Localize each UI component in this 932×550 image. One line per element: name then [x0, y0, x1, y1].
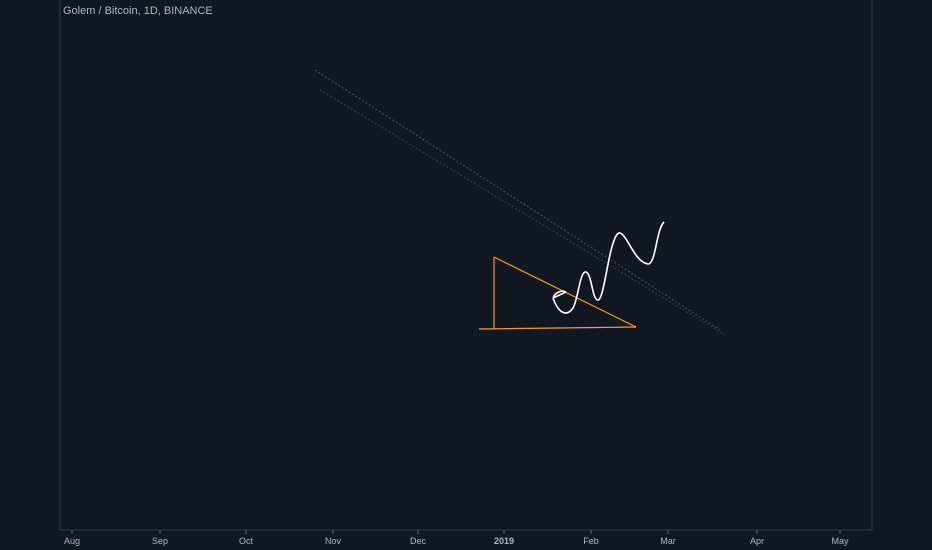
x-tick-label: Mar [660, 536, 676, 546]
x-tick-label: Dec [410, 536, 427, 546]
drawing-layer[interactable] [314, 69, 726, 336]
x-tick-label: Feb [583, 536, 599, 546]
x-tick-label: May [831, 536, 849, 546]
trend-line-dashed-2[interactable] [319, 89, 726, 336]
x-tick-label: Aug [64, 536, 80, 546]
x-tick-label: Apr [750, 536, 764, 546]
trend-line-dashed[interactable] [314, 69, 721, 331]
x-tick-label: 2019 [494, 536, 514, 546]
x-tick-label: Sep [152, 536, 168, 546]
x-tick-label: Oct [239, 536, 254, 546]
grid [59, 0, 873, 531]
x-axis[interactable]: Aug Sep Oct Nov Dec 2019 Feb Mar Apr May [64, 530, 849, 546]
triangle-lower-line[interactable] [478, 326, 637, 330]
chart-title: Golem / Bitcoin, 1D, BINANCE [63, 5, 213, 17]
projection-arrow-path[interactable] [552, 221, 665, 314]
x-tick-label: Nov [325, 536, 342, 546]
